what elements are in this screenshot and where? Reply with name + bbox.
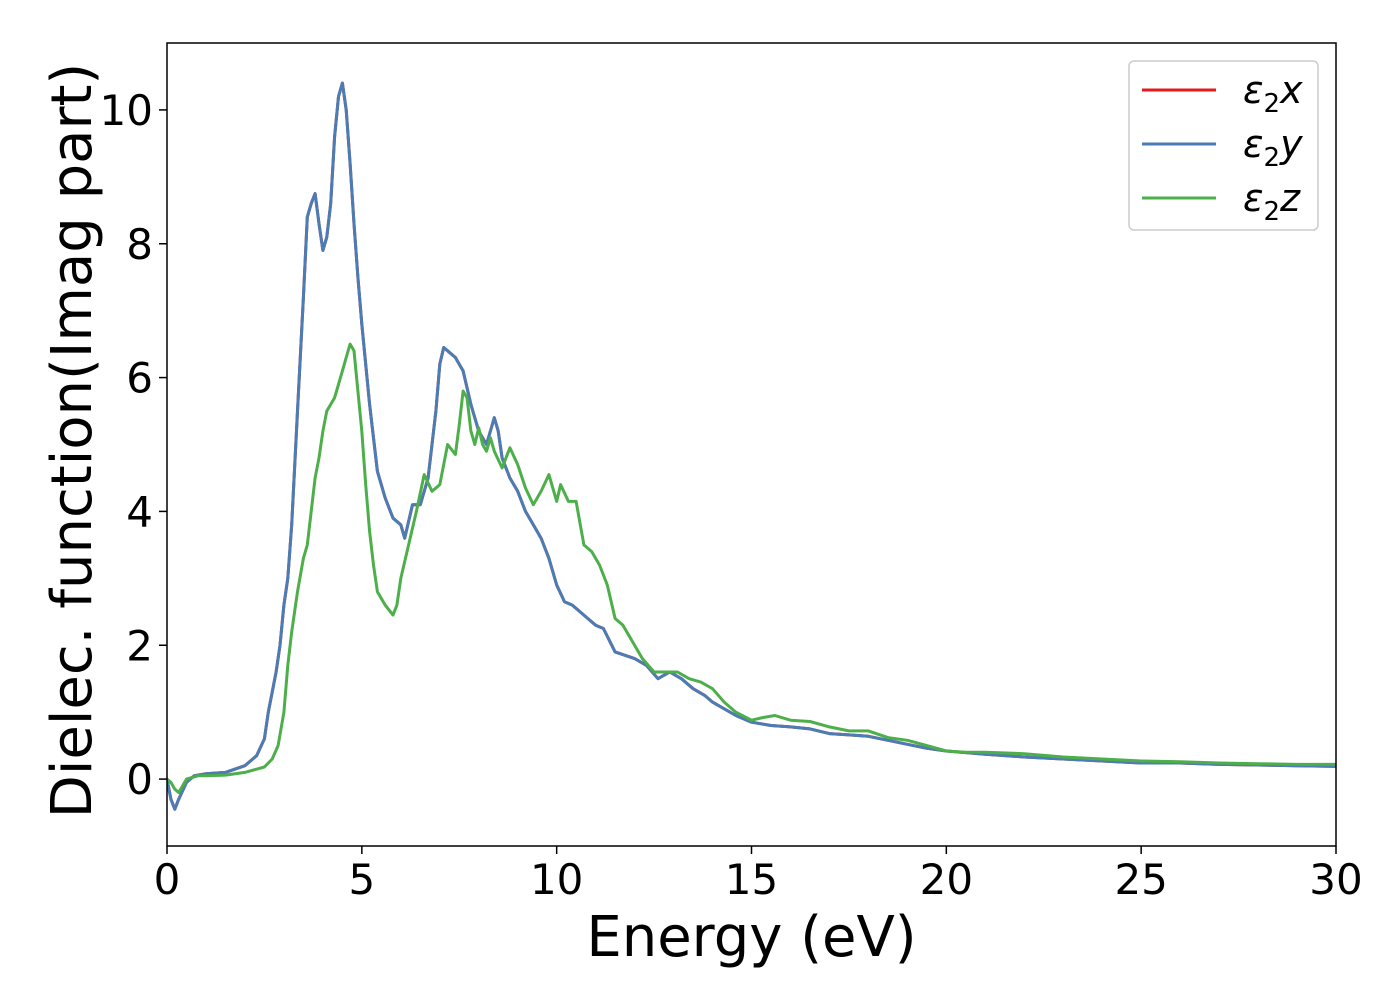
x-tick-label: 30 <box>1309 855 1362 904</box>
y-tick-label: 8 <box>126 220 153 269</box>
x-axis-label: Energy (eV) <box>586 905 916 970</box>
x-tick-label: 15 <box>725 855 778 904</box>
legend-label-y: ε2y <box>1243 122 1303 173</box>
x-axis: 0 5 10 15 20 25 30 <box>154 846 1363 904</box>
y-tick-label: 0 <box>126 755 153 804</box>
legend-label-x: ε2x <box>1243 68 1303 119</box>
x-tick-label: 20 <box>920 855 973 904</box>
x-tick-label: 25 <box>1114 855 1167 904</box>
series-layer <box>167 81 1336 811</box>
y-tick-label: 6 <box>126 354 153 403</box>
x-tick-label: 10 <box>530 855 583 904</box>
y-tick-label: 2 <box>126 621 153 670</box>
y-axis: 0 2 4 6 8 10 <box>100 86 167 804</box>
y-axis-label: Dielec. function(Imag part) <box>40 63 105 819</box>
series-line-z <box>167 342 1336 794</box>
legend-box <box>1128 60 1319 231</box>
series-line-y <box>167 81 1336 811</box>
legend-label-z: ε2z <box>1243 176 1301 227</box>
y-tick-label: 4 <box>126 487 153 536</box>
x-tick-label: 5 <box>348 855 375 904</box>
x-tick-label: 0 <box>154 855 181 904</box>
y-tick-label: 10 <box>100 86 153 135</box>
